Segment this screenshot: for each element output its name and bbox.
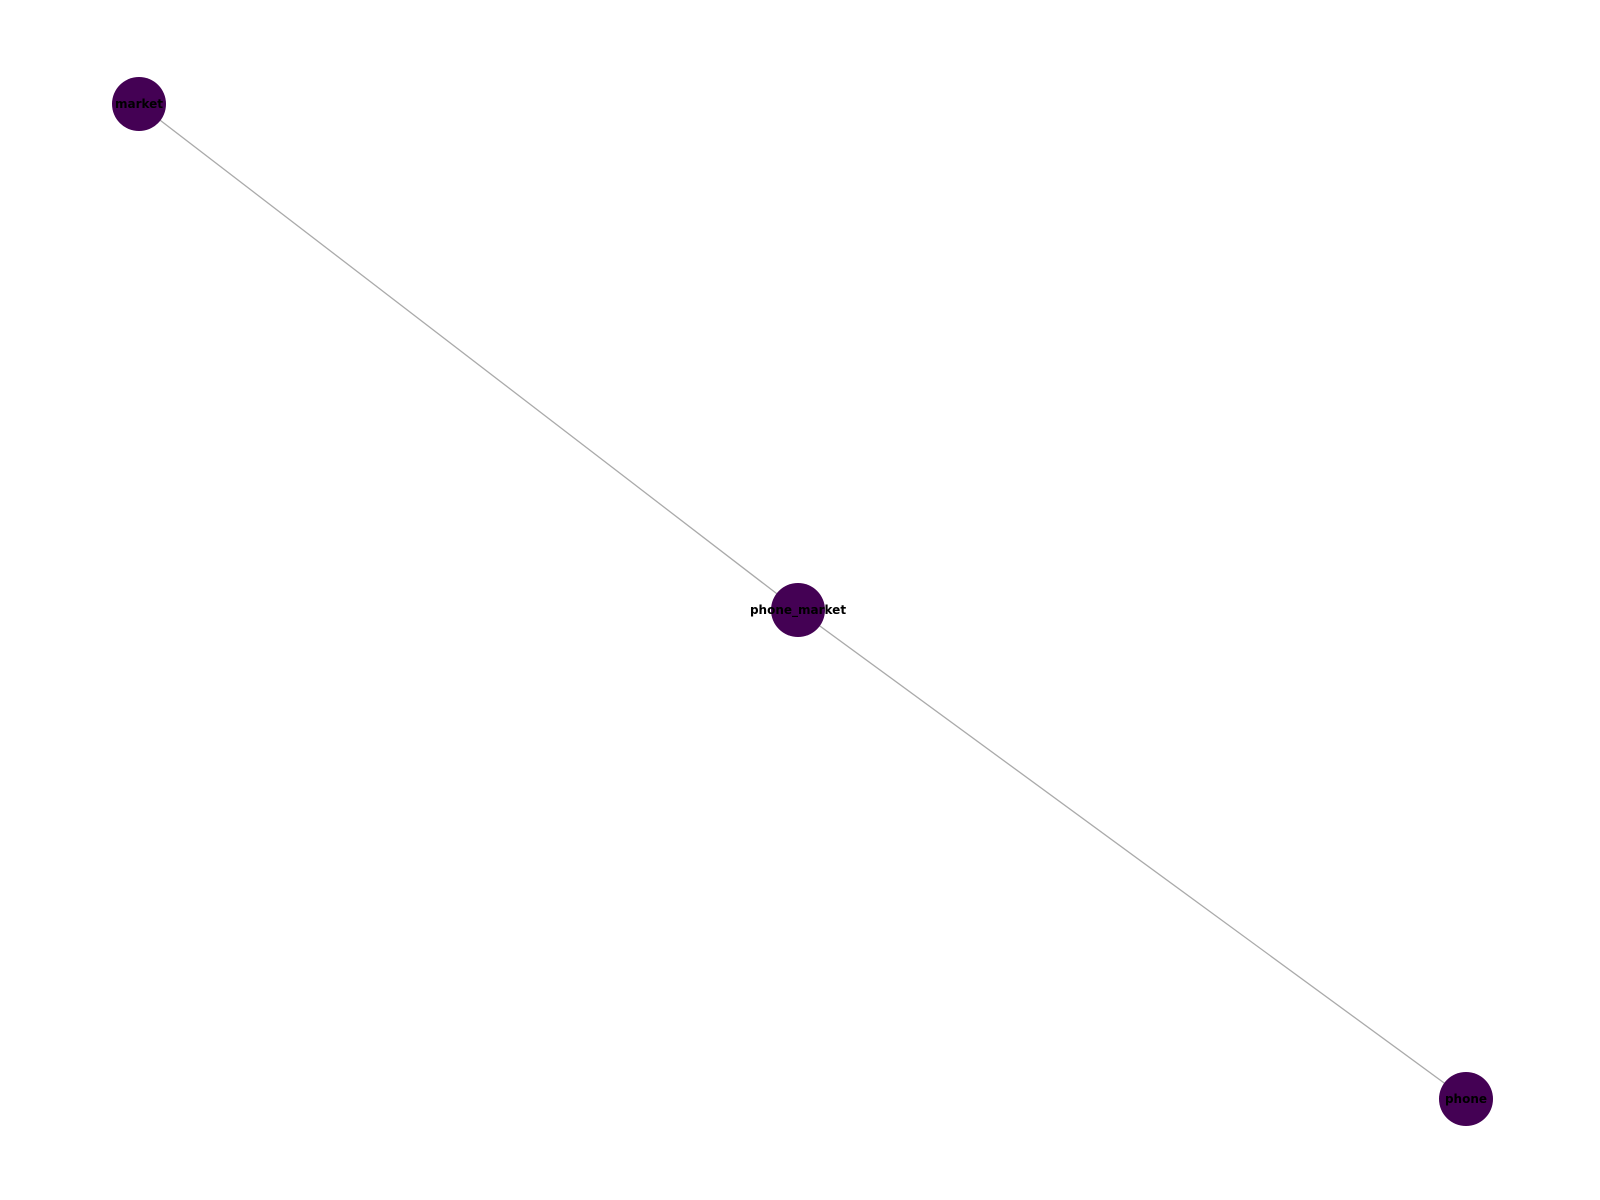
node-label-market: market: [115, 97, 163, 111]
node-circle-phone: [1439, 1072, 1493, 1126]
node-market: market: [112, 77, 166, 131]
edge-phone_market-phone: [797, 609, 1467, 1100]
node-phone: phone: [1439, 1072, 1493, 1126]
edges-layer: [138, 103, 1467, 1100]
node-label-phone: phone: [1445, 1092, 1487, 1106]
edge-market-phone_market: [138, 103, 799, 611]
node-label-phone_market: phone_market: [750, 603, 846, 618]
node-circle-phone_market: [771, 583, 825, 637]
node-circle-market: [112, 77, 166, 131]
node-phone_market: phone_market: [750, 583, 846, 637]
